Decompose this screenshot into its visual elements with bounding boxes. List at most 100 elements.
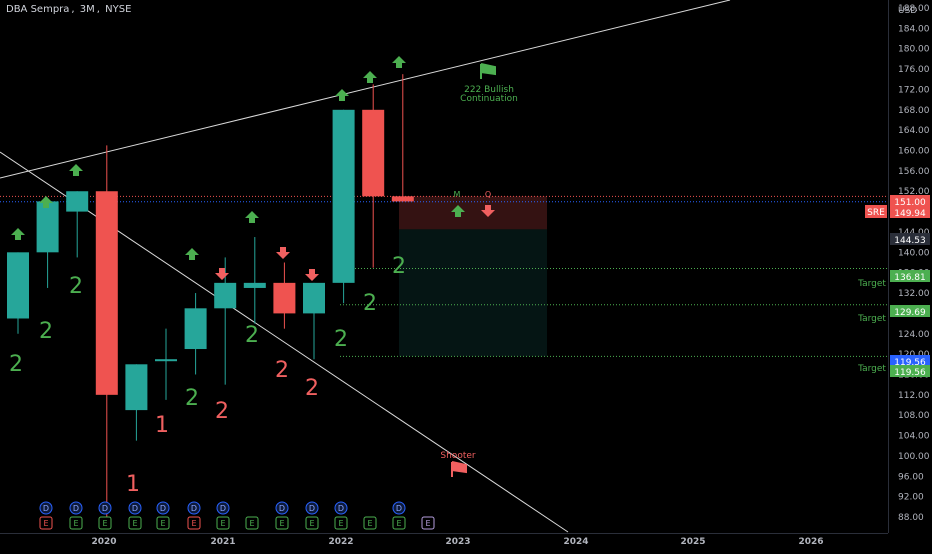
y-tick-label: 92.00 <box>898 493 924 503</box>
earnings-event-label: E <box>309 519 314 528</box>
count-label: 2 <box>305 376 319 401</box>
earnings-event-label: E <box>249 519 254 528</box>
bullish-flag-icon <box>480 63 496 79</box>
earnings-event-label: E <box>279 519 284 528</box>
y-tick-label: 180.00 <box>898 45 930 55</box>
chart-header: DBA Sempra, 3M, NYSE <box>6 4 132 15</box>
earnings-event-label: E <box>132 519 137 528</box>
earnings-event-label: E <box>367 519 372 528</box>
y-tick-label: 172.00 <box>898 85 930 95</box>
dividend-event-label: D <box>160 504 166 513</box>
y-tick-label: 188.00 <box>898 4 930 14</box>
y-tick-label: 88.00 <box>898 513 924 523</box>
dividend-event-icon <box>98 501 112 515</box>
y-tick-label: 176.00 <box>898 65 930 75</box>
count-label: 2 <box>185 386 199 411</box>
earnings-event-label: E <box>73 519 78 528</box>
interval-label: 3M <box>79 4 95 15</box>
earnings-event-icon <box>363 516 377 530</box>
x-tick-label: 2022 <box>328 537 353 547</box>
dividend-event-icon <box>305 501 319 515</box>
count-label: 2 <box>215 399 229 424</box>
dividend-event-icon <box>187 501 201 515</box>
dividend-event-icon <box>216 501 230 515</box>
price-tag-label: 136.81 <box>894 273 926 283</box>
candle-body <box>95 191 118 395</box>
price-tag-label: 144.53 <box>894 236 926 246</box>
price-tag-label: 119.56 <box>894 368 926 378</box>
y-tick-label: 164.00 <box>898 126 930 136</box>
price-tag <box>890 233 930 245</box>
y-tick-label: 152.00 <box>898 187 930 197</box>
earnings-event-label: E <box>425 519 430 528</box>
x-tick-label: 2020 <box>91 537 116 547</box>
price-tag-label: 149.94 <box>894 209 926 219</box>
ticker-tag-label: SRE <box>867 208 885 218</box>
y-tick-label: 144.00 <box>898 228 930 238</box>
price-tag <box>890 195 930 207</box>
x-tick-label: 2025 <box>680 537 705 547</box>
count-label: 2 <box>9 352 23 377</box>
earnings-event-label: E <box>43 519 48 528</box>
bullish-annotation-line1: 222 Bullish <box>464 85 514 95</box>
dividend-event-icon <box>334 501 348 515</box>
candle-body <box>391 196 414 202</box>
earnings-event-icon <box>98 516 112 530</box>
earnings-event-icon <box>128 516 142 530</box>
dividend-event-icon <box>39 501 53 515</box>
dividend-event-label: D <box>279 504 285 513</box>
dividend-event-label: D <box>102 504 108 513</box>
price-tag-label: 119.56 <box>894 358 926 368</box>
count-label: 1 <box>126 472 140 497</box>
arrow-down-icon <box>305 269 319 281</box>
currency-label: USD <box>898 6 917 16</box>
arrow-up-icon <box>335 89 349 101</box>
dividend-event-label: D <box>73 504 79 513</box>
exchange-label: NYSE <box>105 4 132 15</box>
y-tick-label: 108.00 <box>898 411 930 421</box>
earnings-event-icon <box>245 516 259 530</box>
arrow-down-icon <box>276 247 290 259</box>
x-tick-label: 2024 <box>563 537 588 547</box>
earnings-event-icon <box>39 516 53 530</box>
x-tick-label: 2023 <box>445 537 470 547</box>
earnings-event-label: E <box>191 519 196 528</box>
earnings-event-label: E <box>102 519 107 528</box>
arrow-down-icon <box>215 268 229 280</box>
price-tag-label: 151.00 <box>894 198 926 208</box>
y-tick-label: 104.00 <box>898 432 930 442</box>
dividend-event-icon <box>392 501 406 515</box>
y-tick-label: 112.00 <box>898 391 930 401</box>
candle-body <box>36 201 59 253</box>
dividend-event-icon <box>275 501 289 515</box>
target-label: Target <box>857 279 886 289</box>
earnings-event-icon <box>305 516 319 530</box>
arrow-up-icon <box>69 164 83 176</box>
y-tick-label: 100.00 <box>898 452 930 462</box>
q-label: Q <box>485 190 491 199</box>
y-tick-label: 156.00 <box>898 167 930 177</box>
candle-body <box>184 308 207 350</box>
earnings-event-label: E <box>220 519 225 528</box>
y-tick-label: 124.00 <box>898 330 930 340</box>
shooter-annotation: Shooter <box>440 451 475 461</box>
m-label: M <box>454 190 461 199</box>
profit-zone <box>399 229 547 357</box>
candle-body <box>214 282 237 309</box>
y-tick-label: 96.00 <box>898 472 924 482</box>
upper-trendline <box>0 0 731 179</box>
price-tag <box>890 206 930 218</box>
y-tick-label: 140.00 <box>898 248 930 258</box>
y-tick-label: 168.00 <box>898 106 930 116</box>
stop-zone <box>399 196 547 230</box>
price-tag <box>890 355 930 367</box>
arrow-up-icon <box>11 228 25 240</box>
dividend-event-icon <box>128 501 142 515</box>
candle-body <box>243 282 266 288</box>
arrow-up-icon <box>245 211 259 223</box>
arrow-up-icon <box>363 71 377 83</box>
y-tick-label: 184.00 <box>898 24 930 34</box>
candle-body <box>7 252 29 319</box>
